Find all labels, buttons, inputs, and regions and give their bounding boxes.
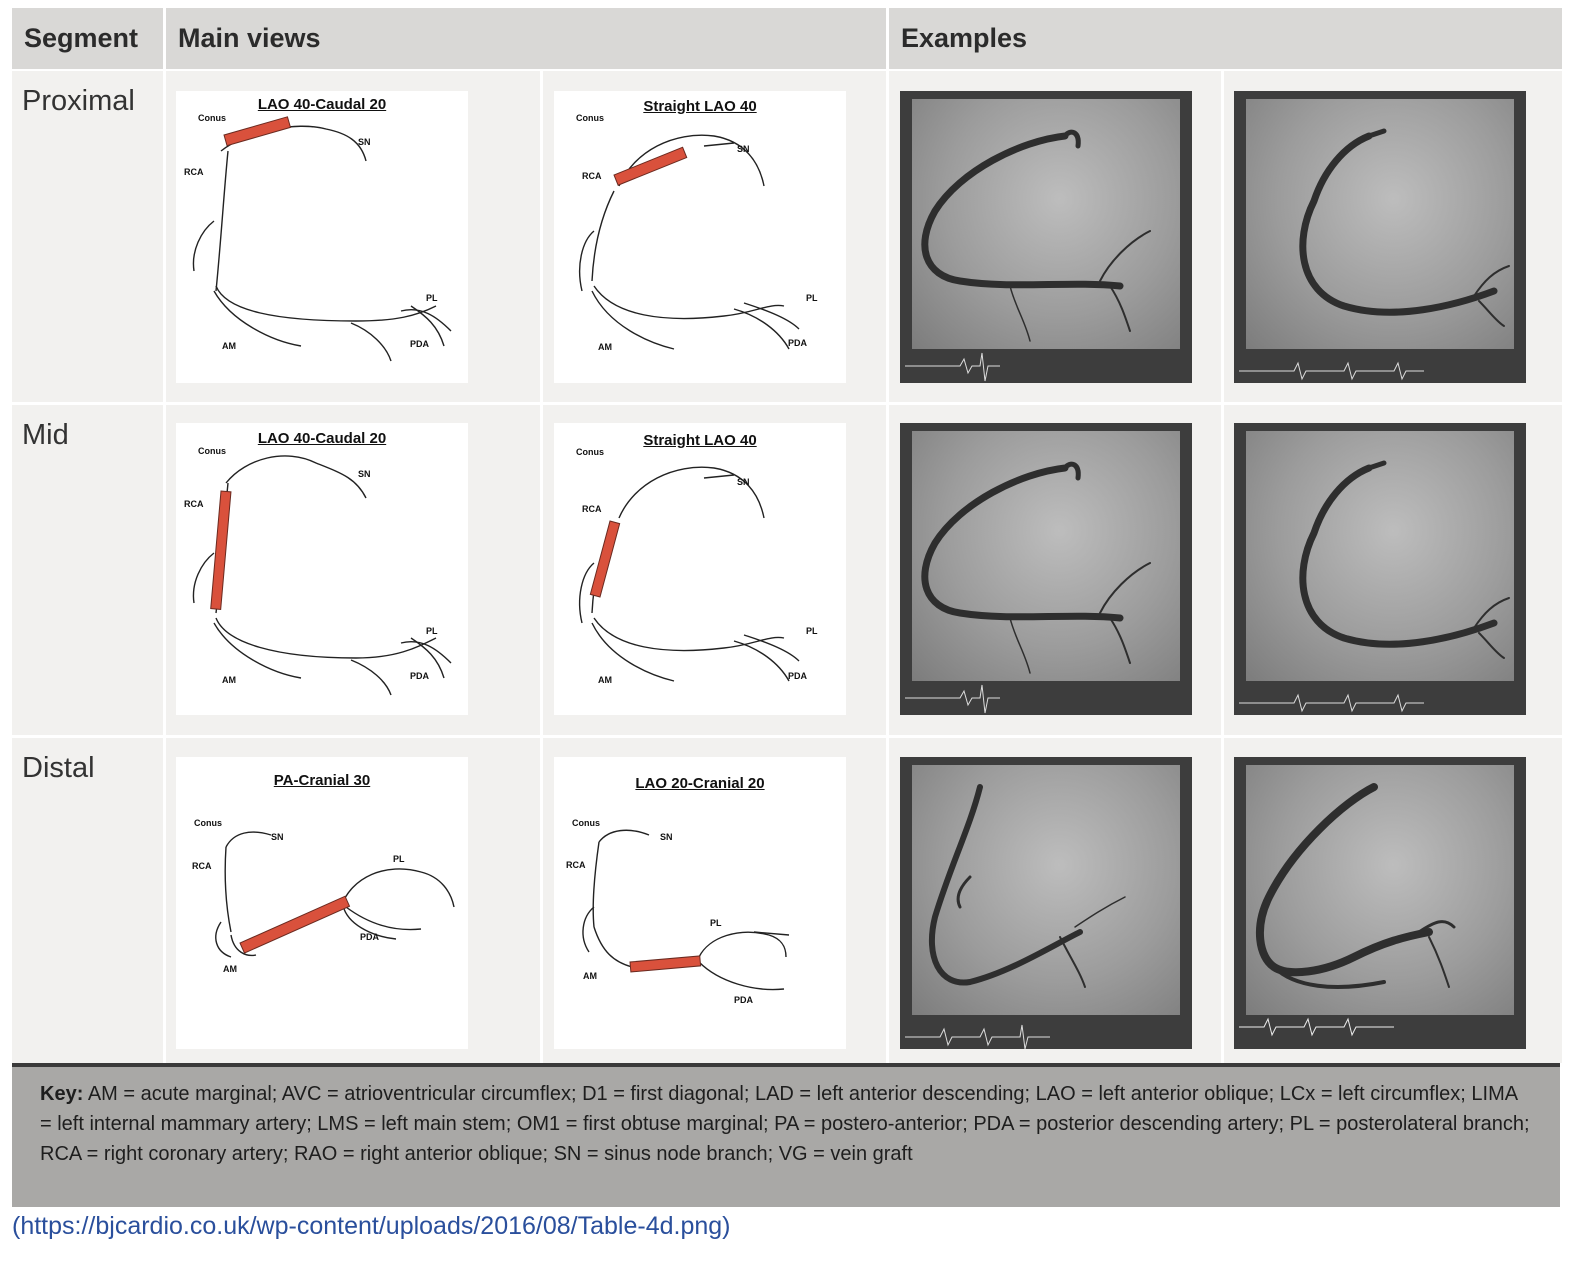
angiogram-proximal-2 xyxy=(1234,91,1526,383)
label-sn: SN xyxy=(271,832,284,842)
angiogram-mid-2 xyxy=(1234,423,1526,715)
label-rca: RCA xyxy=(192,861,212,871)
row-proximal-segment-cell: Proximal xyxy=(12,71,163,402)
label-am: AM xyxy=(598,675,612,685)
label-pda: PDA xyxy=(734,995,754,1005)
diagram-proximal-straight-lao40: Straight LAO 40 Conus SN RCA PL AM PDA xyxy=(554,91,846,383)
label-sn: SN xyxy=(660,832,673,842)
label-conus: Conus xyxy=(576,113,604,123)
label-conus: Conus xyxy=(198,113,226,123)
label-pda: PDA xyxy=(410,671,430,681)
coronary-diagram-icon xyxy=(579,466,800,682)
coronary-diagram-icon xyxy=(215,831,455,958)
label-rca: RCA xyxy=(566,860,586,870)
label-pl: PL xyxy=(393,854,405,864)
angiogram-image-icon xyxy=(905,461,1151,714)
angiogram-image-icon xyxy=(905,129,1151,382)
key-legend: Key: AM = acute marginal; AVC = atrioven… xyxy=(12,1063,1560,1207)
segment-label: Mid xyxy=(22,419,69,451)
diagram-title: LAO 20-Cranial 20 xyxy=(635,775,765,792)
key-label: Key: xyxy=(40,1083,84,1105)
label-conus: Conus xyxy=(194,818,222,828)
label-pda: PDA xyxy=(788,671,808,681)
label-conus: Conus xyxy=(576,447,604,457)
source-link[interactable]: (https://bjcardio.co.uk/wp-content/uploa… xyxy=(12,1212,731,1240)
label-pl: PL xyxy=(426,626,438,636)
angiogram-image-icon xyxy=(1239,783,1456,1037)
label-am: AM xyxy=(583,971,597,981)
key-text: AM = acute marginal; AVC = atrioventricu… xyxy=(40,1083,1530,1165)
label-rca: RCA xyxy=(582,504,602,514)
angiogram-distal-2 xyxy=(1234,757,1526,1049)
label-pda: PDA xyxy=(410,339,430,349)
angiogram-mid-1 xyxy=(900,423,1192,715)
label-sn: SN xyxy=(358,137,371,147)
header-examples: Examples xyxy=(889,8,1562,69)
label-pl: PL xyxy=(426,293,438,303)
diagram-proximal-lao40-caudal20: LAO 40-Caudal 20 Conus SN RCA PL AM PDA xyxy=(176,91,468,383)
label-sn: SN xyxy=(358,469,371,479)
diagram-mid-straight-lao40: Straight LAO 40 Conus SN RCA PL AM PDA xyxy=(554,423,846,715)
coronary-diagram-icon xyxy=(192,116,452,362)
label-rca: RCA xyxy=(184,167,204,177)
angiogram-proximal-1 xyxy=(900,91,1192,383)
label-sn: SN xyxy=(737,477,750,487)
label-sn: SN xyxy=(737,144,750,154)
angiogram-image-icon xyxy=(1239,128,1510,381)
header-segment: Segment xyxy=(12,8,163,69)
angiogram-image-icon xyxy=(1239,460,1510,713)
diagram-distal-lao20-cranial20: LAO 20-Cranial 20 Conus SN RCA PL AM PDA xyxy=(554,757,846,1049)
label-conus: Conus xyxy=(198,446,226,456)
diagram-title: Straight LAO 40 xyxy=(643,98,757,115)
header-main-views: Main views xyxy=(166,8,886,69)
label-pl: PL xyxy=(806,626,818,636)
label-pda: PDA xyxy=(360,932,380,942)
coronary-diagram-icon xyxy=(579,134,800,350)
label-pl: PL xyxy=(710,918,722,928)
label-am: AM xyxy=(222,675,236,685)
label-am: AM xyxy=(598,342,612,352)
row-distal-segment-cell: Distal xyxy=(12,738,163,1063)
angiogram-image-icon xyxy=(905,784,1126,1049)
coronary-diagram-icon xyxy=(582,829,790,991)
row-mid-segment-cell: Mid xyxy=(12,405,163,735)
diagram-title: LAO 40-Caudal 20 xyxy=(257,96,387,113)
diagram-title: Straight LAO 40 xyxy=(643,432,757,449)
label-pda: PDA xyxy=(788,338,808,348)
label-rca: RCA xyxy=(582,171,602,181)
coronary-diagram-icon xyxy=(192,455,452,696)
diagram-distal-pa-cranial30: PA-Cranial 30 Conus SN RCA PL AM PDA xyxy=(176,757,468,1049)
angiogram-distal-1 xyxy=(900,757,1192,1049)
label-conus: Conus xyxy=(572,818,600,828)
diagram-mid-lao40-caudal20: LAO 40-Caudal 20 Conus SN RCA PL AM PDA xyxy=(176,423,468,715)
label-rca: RCA xyxy=(184,499,204,509)
segment-label: Distal xyxy=(22,752,95,784)
label-am: AM xyxy=(223,964,237,974)
segment-label: Proximal xyxy=(22,85,135,117)
diagram-title: PA-Cranial 30 xyxy=(273,772,371,789)
label-am: AM xyxy=(222,341,236,351)
diagram-title: LAO 40-Caudal 20 xyxy=(257,430,387,447)
label-pl: PL xyxy=(806,293,818,303)
